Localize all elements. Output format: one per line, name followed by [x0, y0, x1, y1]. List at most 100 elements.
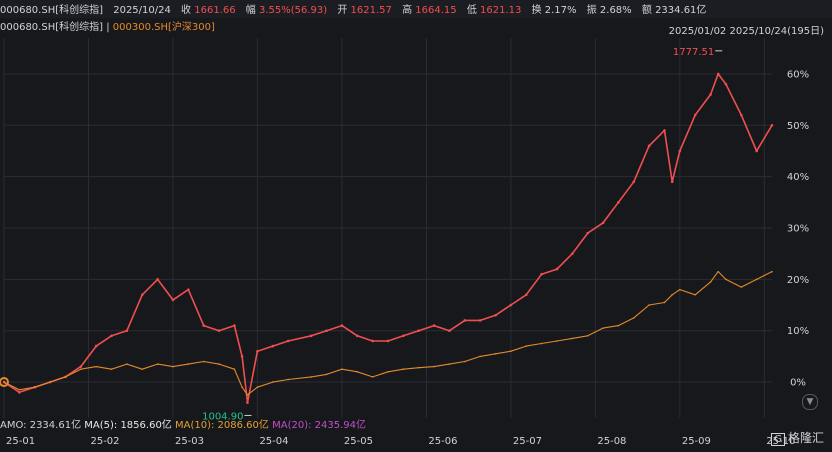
data-point-compare — [771, 270, 773, 273]
y-tick-label: 0% — [790, 378, 806, 389]
close-label: 收 — [181, 5, 192, 16]
x-tick-label: 25-05 — [344, 436, 373, 447]
data-point-compare — [233, 368, 236, 371]
y-tick-label: 30% — [787, 224, 809, 235]
y-tick-label: 50% — [787, 121, 809, 132]
data-point-main — [647, 144, 651, 148]
ma10-indicator: MA(10): 2086.60亿 — [175, 420, 269, 431]
legend-compare-series[interactable]: 000300.SH[沪深300] — [112, 22, 215, 33]
data-point-compare — [371, 376, 374, 378]
data-point-compare — [256, 386, 259, 388]
ma20-indicator: MA(20): 2435.94亿 — [272, 420, 366, 431]
data-point-compare — [272, 381, 274, 383]
data-point-main — [678, 149, 682, 153]
data-point-compare — [617, 324, 620, 327]
data-point-main — [325, 329, 328, 333]
top-toolbar — [0, 0, 832, 18]
data-point-compare — [679, 288, 681, 291]
data-point-compare — [494, 353, 497, 355]
data-point-main — [79, 365, 83, 368]
high-label: 高 — [402, 5, 413, 16]
data-point-main — [286, 339, 290, 343]
close-value: 1661.66 — [194, 5, 236, 16]
y-tick-label: 40% — [787, 172, 809, 183]
data-point-compare — [571, 337, 574, 340]
data-point-compare — [218, 363, 220, 365]
data-point-main — [217, 329, 221, 333]
data-point-main — [309, 334, 313, 338]
x-tick-label: 25-08 — [597, 436, 626, 447]
start-marker-icon — [0, 377, 9, 388]
data-point-main — [340, 324, 344, 327]
turnover-value: 2.17% — [544, 5, 577, 16]
data-point-compare — [287, 378, 289, 381]
data-point-compare — [725, 278, 727, 281]
data-point-main — [402, 334, 405, 338]
data-point-compare — [110, 368, 113, 371]
data-point-compare — [33, 386, 36, 388]
open-label: 开 — [337, 5, 348, 16]
logo-text: 格隆汇 — [787, 431, 824, 445]
data-point-main — [709, 93, 712, 96]
data-point-main — [171, 298, 175, 302]
data-point-main — [693, 113, 697, 117]
data-point-main — [202, 324, 205, 327]
data-point-compare — [402, 368, 405, 371]
data-point-compare — [755, 278, 758, 281]
data-point-main — [140, 293, 144, 297]
data-point-compare — [356, 370, 359, 373]
ma5-indicator: MA(5): 1856.60亿 — [84, 420, 172, 431]
logo-mark-icon: G — [771, 433, 785, 446]
code-name: 000680.SH[科创综指] — [0, 5, 104, 16]
data-point-compare — [3, 381, 5, 383]
data-point-compare — [540, 342, 543, 345]
data-point-main — [755, 149, 758, 153]
data-point-main — [739, 113, 743, 117]
quote-date: 2025/10/24 — [113, 5, 171, 16]
indicator-bar: AMO: 2334.61亿 MA(5): 1856.60亿 MA(10): 20… — [0, 420, 366, 432]
data-point-main — [463, 319, 467, 322]
open-value: 1621.57 — [350, 5, 392, 16]
brand-logo: G 格隆汇 — [771, 429, 824, 446]
y-tick-label: 20% — [787, 275, 809, 286]
low-value: 1621.13 — [480, 5, 522, 16]
data-point-main — [632, 180, 636, 184]
data-point-main — [271, 344, 275, 348]
data-point-main — [448, 329, 451, 333]
data-point-main — [555, 267, 559, 271]
data-point-compare — [694, 293, 696, 296]
data-point-main — [417, 329, 421, 333]
data-point-main — [770, 123, 774, 127]
quote-header: 000680.SH[科创综指] 2025/10/24 收 1661.66 幅 3… — [0, 5, 832, 17]
data-point-main — [386, 339, 390, 343]
data-point-main — [432, 324, 436, 327]
y-tick-label: 60% — [787, 69, 809, 80]
x-tick-label: 25-07 — [513, 436, 542, 447]
data-point-compare — [464, 360, 466, 363]
data-point-main — [246, 401, 249, 404]
x-tick-label: 25-06 — [428, 436, 457, 447]
data-point-main — [571, 252, 574, 255]
data-point-main — [524, 293, 528, 297]
data-point-compare — [448, 363, 451, 365]
data-point-main — [18, 391, 21, 394]
data-point-compare — [671, 293, 673, 296]
scroll-down-icon[interactable]: ▼ — [802, 394, 818, 410]
data-point-main — [110, 334, 113, 338]
legend-main-series[interactable]: 000680.SH[科创综指] — [0, 22, 104, 33]
data-point-compare — [709, 281, 712, 283]
data-point-compare — [172, 365, 174, 368]
data-point-main — [355, 334, 359, 338]
data-point-main — [94, 344, 98, 348]
data-point-main — [187, 288, 190, 291]
data-point-main — [478, 319, 482, 322]
data-point-compare — [740, 286, 743, 288]
x-tick-label: 25-10 — [766, 436, 795, 447]
data-point-compare — [49, 381, 51, 383]
data-point-compare — [126, 363, 128, 365]
data-point-compare — [246, 394, 249, 396]
data-point-compare — [663, 301, 666, 304]
series-line-compare — [3, 271, 773, 396]
data-point-main — [256, 349, 259, 353]
